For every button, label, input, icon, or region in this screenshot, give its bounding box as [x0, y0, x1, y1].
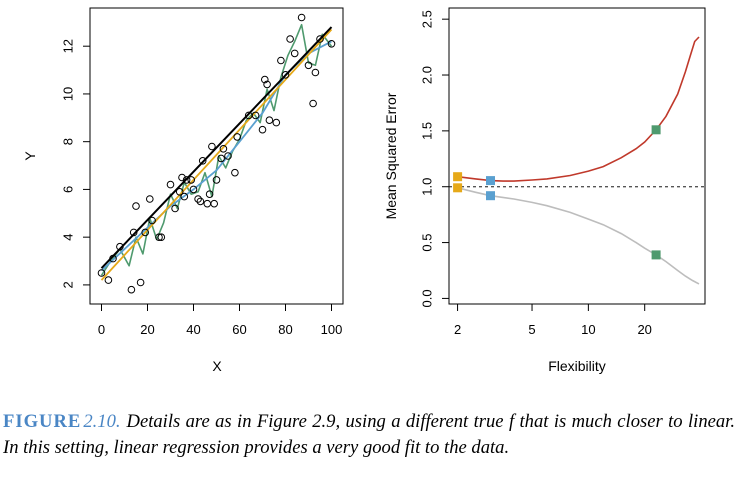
data-point: [251, 111, 260, 120]
left-curve-true-f: [100, 26, 333, 269]
data-point: [272, 118, 281, 127]
data-point: [277, 56, 285, 65]
data-point: [224, 152, 232, 160]
right-curve-train-mse: [457, 187, 700, 285]
mse-marker-linear-fit: [453, 172, 463, 182]
figure-panels: 0 20 40 60 80 100 2 4 6 8 10 12 X Y 2 5 10 20 0.0 0.5 1…: [22, 7, 706, 374]
right-x-tick-label: 10: [581, 322, 595, 337]
data-point: [141, 228, 149, 237]
data-point: [290, 49, 299, 58]
right-x-axis-label: Flexibility: [548, 358, 606, 374]
data-point: [309, 99, 317, 108]
right-y-tick-label: 1.5: [420, 122, 435, 140]
left-y-tick-label: 4: [61, 234, 76, 241]
data-point: [109, 254, 117, 263]
data-point: [180, 192, 189, 201]
data-point: [178, 173, 186, 182]
data-point: [116, 242, 124, 251]
left-panel-fit-plot: 0 20 40 60 80 100 2 4 6 8 10 12 X Y: [22, 7, 344, 374]
right-plot-frame: [448, 7, 706, 305]
data-point: [132, 202, 140, 210]
left-x-tick-label: 60: [232, 322, 246, 337]
right-y-tick-label: 2.0: [420, 66, 435, 84]
data-point: [304, 61, 313, 70]
right-y-tick-label: 0.0: [420, 289, 435, 307]
data-point: [187, 176, 195, 184]
data-point: [205, 190, 214, 198]
left-y-tick-label: 10: [61, 87, 76, 101]
right-x-tick-label: 2: [454, 322, 461, 337]
data-point: [104, 276, 113, 284]
data-point: [219, 145, 228, 153]
right-x-tick-label: 20: [637, 322, 651, 337]
data-point: [258, 125, 267, 134]
left-x-tick-label: 0: [98, 322, 105, 337]
data-point: [327, 40, 336, 48]
left-y-axis-label: Y: [22, 151, 38, 161]
data-point: [311, 68, 320, 77]
left-x-axis-label: X: [212, 358, 222, 374]
data-point: [297, 13, 306, 22]
data-point: [129, 228, 138, 237]
data-point: [208, 142, 216, 151]
left-y-tick-label: 2: [61, 281, 76, 288]
right-x-tick-label: 5: [528, 322, 535, 337]
left-x-tick-label: 100: [321, 322, 343, 337]
data-point: [281, 71, 290, 79]
left-x-tick-label: 80: [278, 322, 292, 337]
left-y-tick-label: 8: [61, 138, 76, 145]
data-point: [157, 233, 166, 241]
caption-text: Details are as in Figure 2.9, using a di…: [3, 411, 735, 458]
data-point: [166, 180, 175, 189]
right-y-axis-label: Mean Squared Error: [383, 92, 399, 219]
data-point: [155, 233, 163, 241]
data-point: [217, 154, 225, 163]
data-point: [265, 116, 274, 124]
data-point: [203, 199, 212, 208]
left-y-tick-label: 6: [61, 186, 76, 193]
right-panel-mse-plot: 2 5 10 20 0.0 0.5 1.0 1.5 2.0 2.5 Flexibility Me…: [383, 7, 706, 374]
data-point: [286, 35, 294, 43]
right-y-tick-label: 2.5: [420, 10, 435, 28]
mse-marker-spline-smooth: [486, 191, 495, 201]
mse-marker-spline-smooth: [486, 176, 495, 186]
data-point: [127, 285, 136, 294]
left-x-tick-label: 40: [186, 322, 200, 337]
data-point: [210, 199, 218, 208]
data-point: [189, 185, 198, 194]
data-point: [196, 197, 205, 206]
data-point: [263, 80, 271, 89]
data-point: [212, 176, 221, 184]
right-curve-test-mse: [457, 36, 700, 182]
data-point: [182, 176, 191, 184]
data-point: [97, 269, 106, 277]
data-point: [175, 188, 184, 196]
mse-marker-linear-fit: [453, 183, 463, 193]
data-point: [233, 133, 241, 141]
data-point: [146, 195, 154, 203]
data-point: [231, 168, 239, 177]
right-y-tick-label: 1.0: [420, 178, 435, 196]
figure-caption: FIGURE 2.10. Details are as in Figure 2.9,…: [3, 409, 735, 461]
caption-figure-number: 2.10.: [83, 411, 121, 432]
caption-figure-label: FIGURE: [3, 411, 82, 432]
left-curve-linear-fit: [100, 28, 333, 281]
data-point: [148, 216, 156, 225]
data-point: [194, 195, 202, 203]
data-point: [261, 75, 269, 84]
data-point: [171, 204, 179, 213]
mse-marker-spline-wiggly: [651, 250, 661, 260]
mse-marker-spline-wiggly: [651, 125, 661, 135]
data-point: [198, 157, 207, 165]
right-y-tick-label: 0.5: [420, 234, 435, 252]
left-y-tick-label: 12: [61, 39, 76, 53]
left-x-tick-label: 20: [140, 322, 154, 337]
data-point: [316, 35, 324, 43]
data-point: [136, 278, 145, 287]
